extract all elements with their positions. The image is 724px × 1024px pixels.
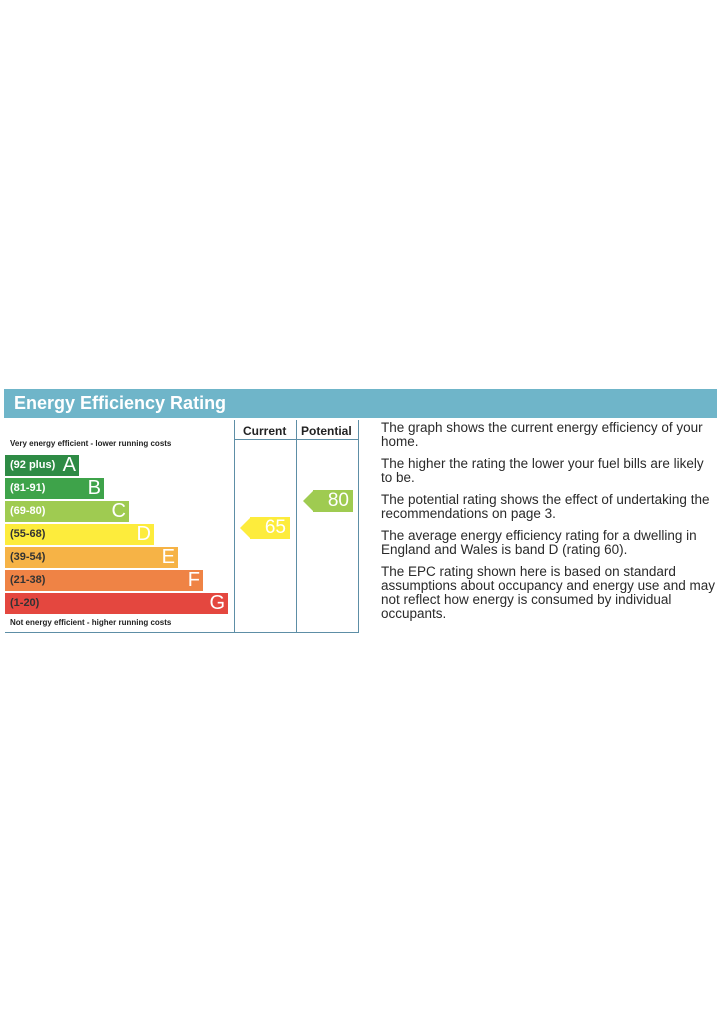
grid-line [234, 420, 235, 633]
band-range: (81-91) [10, 482, 46, 494]
band-range: (1-20) [10, 597, 40, 609]
band-range: (21-38) [10, 574, 46, 586]
arrow-tip [240, 517, 251, 539]
band-range: (69-80) [10, 505, 46, 517]
description-paragraph: The average energy efficiency rating for… [381, 528, 697, 557]
description-paragraph: The potential rating shows the effect of… [381, 492, 710, 521]
current-rating-value: 65 [250, 517, 290, 539]
band-letter: B [87, 477, 101, 499]
grid-line [358, 420, 359, 633]
bottom-efficiency-label: Not energy efficient - higher running co… [10, 618, 172, 627]
band-g: (1-20) G [5, 593, 228, 614]
band-f: (21-38) F [5, 570, 203, 591]
description-paragraph: The higher the rating the lower your fue… [381, 456, 704, 485]
energy-rating-header: Energy Efficiency Rating [4, 389, 717, 418]
band-letter: E [161, 546, 175, 568]
grid-line [296, 420, 297, 633]
current-column-header: Current [243, 424, 287, 438]
description-paragraph: The EPC rating shown here is based on st… [381, 564, 715, 621]
band-range: (39-54) [10, 551, 46, 563]
band-range: (92 plus) [10, 459, 56, 471]
top-efficiency-label: Very energy efficient - lower running co… [10, 439, 172, 448]
current-rating-arrow: 65 [240, 517, 290, 539]
grid-line [5, 632, 359, 633]
band-letter: F [187, 569, 200, 591]
band-d: (55-68) D [5, 524, 154, 545]
potential-column-header: Potential [301, 424, 352, 438]
potential-rating-arrow: 80 [303, 490, 353, 512]
band-a: (92 plus) A [5, 455, 79, 476]
band-e: (39-54) E [5, 547, 178, 568]
grid-line [234, 439, 359, 440]
potential-rating-value: 80 [313, 490, 353, 512]
arrow-tip [303, 490, 314, 512]
band-range: (55-68) [10, 528, 46, 540]
chart-title: Energy Efficiency Rating [14, 393, 227, 413]
band-letter: C [111, 500, 126, 522]
band-c: (69-80) C [5, 501, 129, 522]
band-letter: D [136, 523, 151, 545]
band-b: (81-91) B [5, 478, 104, 499]
description-paragraph: The graph shows the current energy effic… [381, 420, 703, 449]
band-letter: G [209, 592, 225, 614]
band-letter: A [62, 454, 76, 476]
